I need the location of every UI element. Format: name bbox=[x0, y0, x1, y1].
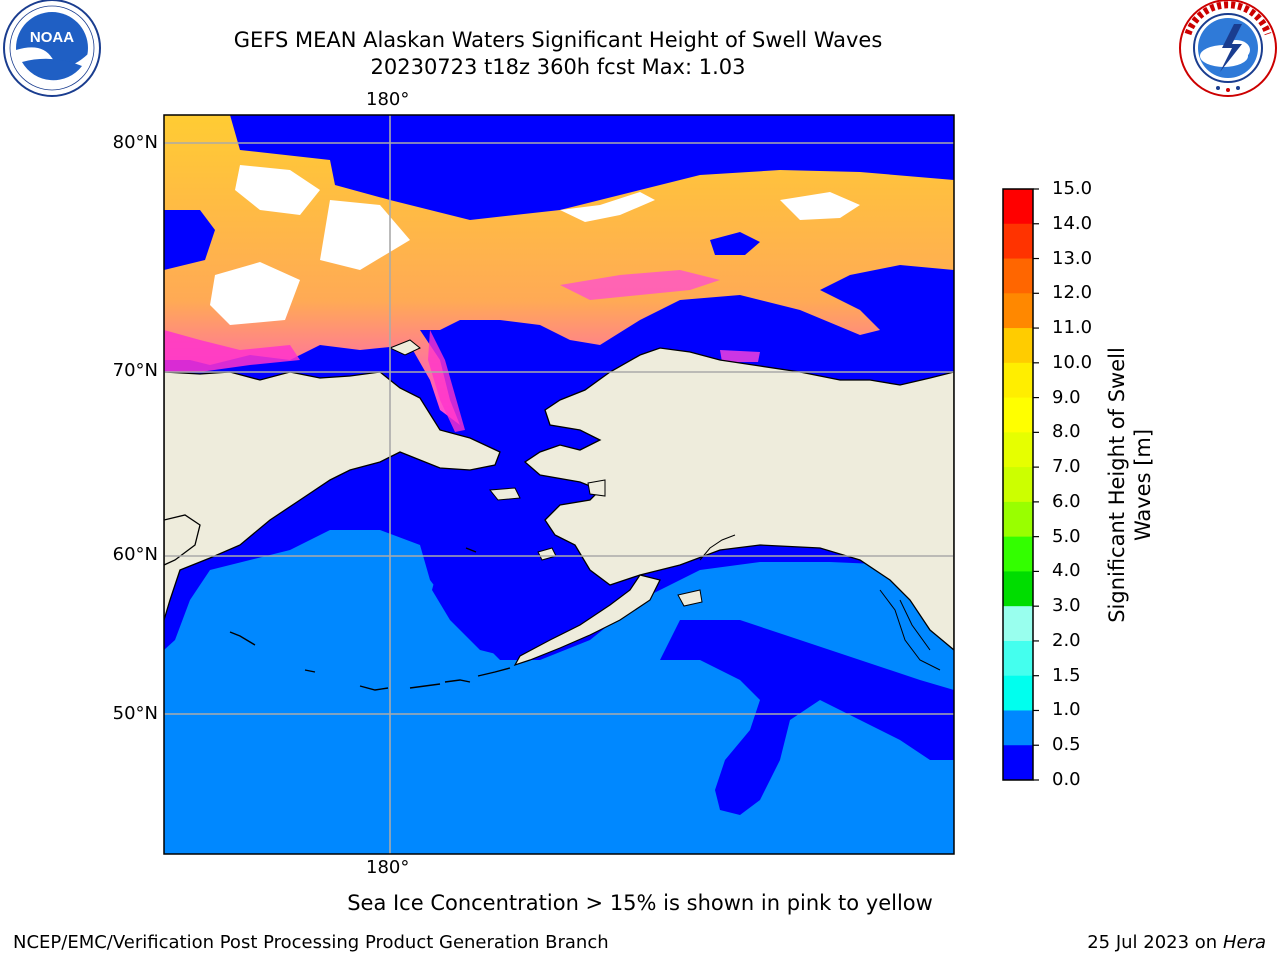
colorbar-tick-label: 4.0 bbox=[1052, 561, 1081, 581]
lon-label-bottom: 180° bbox=[366, 858, 409, 878]
lat-label-80: 80°N bbox=[98, 133, 158, 153]
colorbar-tick-label: 1.5 bbox=[1052, 666, 1081, 686]
colorbar-tick-label: 5.0 bbox=[1052, 527, 1081, 547]
colorbar-tick-label: 3.0 bbox=[1052, 596, 1081, 616]
lon-label-top: 180° bbox=[366, 90, 409, 110]
colorbar-tick-label: 14.0 bbox=[1052, 214, 1092, 234]
colorbar-tick-label: 1.0 bbox=[1052, 700, 1081, 720]
colorbar-tick-label: 0.5 bbox=[1052, 735, 1081, 755]
colorbar-tick-label: 0.0 bbox=[1052, 770, 1081, 790]
colorbar-tick-label: 12.0 bbox=[1052, 283, 1092, 303]
colorbar-tick-label: 10.0 bbox=[1052, 353, 1092, 373]
lat-label-50: 50°N bbox=[98, 704, 158, 724]
footer-host: Hera bbox=[1223, 932, 1266, 953]
colorbar-label-line1: Significant Height of Swell bbox=[1104, 347, 1130, 623]
footer-date-text: 25 Jul 2023 on bbox=[1087, 932, 1223, 953]
colorbar-tick-label: 11.0 bbox=[1052, 318, 1092, 338]
colorbar-tick-label: 2.0 bbox=[1052, 631, 1081, 651]
colorbar-tick-label: 9.0 bbox=[1052, 388, 1081, 408]
lat-label-60: 60°N bbox=[98, 545, 158, 565]
colorbar-tick-label: 13.0 bbox=[1052, 249, 1092, 269]
colorbar-tick-label: 6.0 bbox=[1052, 492, 1081, 512]
colorbar-tick-label: 15.0 bbox=[1052, 179, 1092, 199]
sea-ice-caption: Sea Ice Concentration > 15% is shown in … bbox=[0, 890, 1280, 916]
footer-credit: NCEP/EMC/Verification Post Processing Pr… bbox=[13, 932, 609, 954]
lat-label-70: 70°N bbox=[98, 361, 158, 381]
colorbar-tick-label: 8.0 bbox=[1052, 422, 1081, 442]
colorbar-label-line2: Waves [m] bbox=[1130, 347, 1156, 623]
footer-date: 25 Jul 2023 on Hera bbox=[1087, 932, 1266, 954]
colorbar-tick-label: 7.0 bbox=[1052, 457, 1081, 477]
